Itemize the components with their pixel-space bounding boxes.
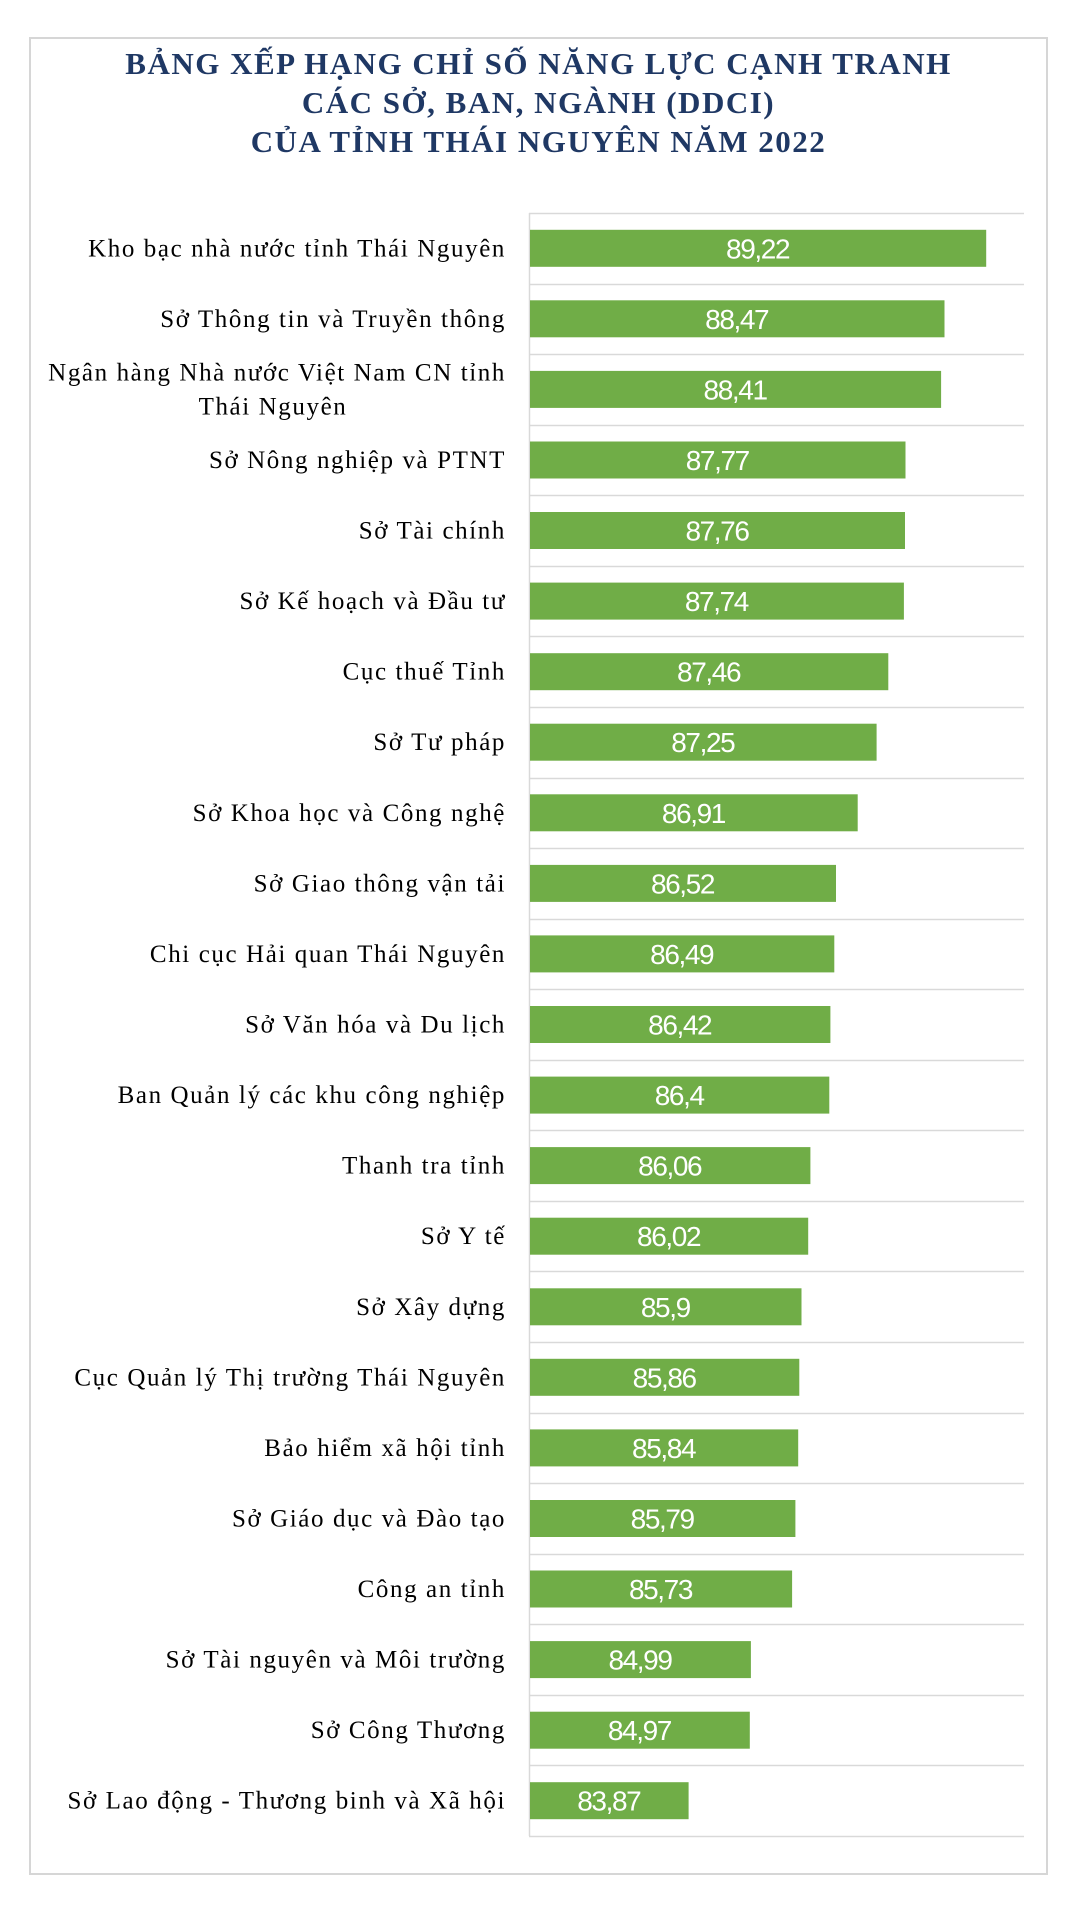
data-label: 84,99: [608, 1645, 672, 1676]
bar: [530, 864, 836, 902]
bar: [530, 1147, 811, 1185]
category-tick-label: Cục thuế Tỉnh: [343, 659, 506, 686]
category-tick-label: Sở Giáo dục và Đào tạo: [232, 1506, 506, 1533]
data-label: 87,77: [686, 445, 750, 476]
category-tick-label: Sở Công Thương: [311, 1717, 506, 1744]
category-tick-label: Sở Tài nguyên và Môi trường: [166, 1647, 506, 1674]
category-tick-label: Thanh tra tỉnh: [342, 1153, 506, 1180]
category-tick-label: Chi cục Hải quan Thái Nguyên: [150, 941, 506, 968]
bar: [530, 1006, 831, 1043]
bar: [530, 653, 889, 691]
category-tick-label: Sở Thông tin và Truyền thông: [160, 306, 506, 333]
chart-title-line-3: CỦA TỈNH THÁI NGUYÊN NĂM 2022: [250, 124, 827, 159]
category-tick-label: Sở Giao thông vận tải: [254, 870, 506, 897]
bar: [530, 1782, 689, 1820]
data-label: 89,22: [726, 233, 790, 264]
bar: [530, 1429, 799, 1467]
category-tick-label: Sở Tài chính: [359, 518, 506, 545]
bar: [530, 1288, 802, 1326]
category-tick-label: Cục Quản lý Thị trường Thái Nguyên: [74, 1364, 506, 1391]
bar: [530, 1358, 800, 1396]
category-tick-label: Sở Nông nghiệp và PTNT: [209, 447, 506, 474]
category-tick-label: Bảo hiểm xã hội tỉnh: [264, 1435, 506, 1462]
data-label: 85,9: [641, 1292, 691, 1323]
bar: [530, 300, 945, 338]
data-label: 85,73: [629, 1574, 693, 1605]
bar: [530, 582, 904, 620]
category-tick-label: Công an tỉnh: [358, 1576, 506, 1603]
category-tick-label: Ban Quản lý các khu công nghiệp: [118, 1082, 506, 1109]
data-label: 86,06: [638, 1151, 702, 1182]
bar: [530, 370, 942, 408]
category-tick-label: Sở Khoa học và Công nghệ: [193, 800, 506, 827]
chart-title-line-1: BẢNG XẾP HẠNG CHỈ SỐ NĂNG LỰC CẠNH TRANH: [125, 46, 952, 81]
data-label: 85,84: [632, 1433, 696, 1464]
data-label: 88,41: [704, 374, 768, 405]
category-tick-label: Sở Xây dựng: [356, 1294, 506, 1321]
chart-title-line-2: CÁC SỞ, BAN, NGÀNH (DDCI): [301, 85, 776, 120]
category-tick-label: Sở Văn hóa và Du lịch: [245, 1012, 506, 1039]
data-label: 87,74: [685, 586, 749, 617]
data-label: 87,46: [677, 657, 741, 688]
bar: [530, 229, 987, 267]
category-tick-label: Sở Kế hoạch và Đầu tư: [239, 588, 506, 615]
data-label: 86,52: [651, 868, 715, 899]
data-label: 83,87: [577, 1786, 641, 1817]
data-label: 87,76: [685, 516, 749, 547]
category-tick-label: Kho bạc nhà nước tỉnh Thái Nguyên: [88, 235, 506, 262]
category-tick-label: Sở Lao động - Thương binh và Xã hội: [67, 1788, 506, 1815]
bar: [530, 1217, 809, 1255]
bar: [530, 512, 905, 549]
data-label: 85,79: [631, 1504, 695, 1535]
bar: [530, 1641, 751, 1679]
data-label: 87,25: [671, 727, 735, 758]
bar: [530, 935, 835, 973]
data-label: 84,97: [608, 1715, 672, 1746]
data-label: 85,86: [633, 1362, 697, 1393]
bar: [530, 441, 906, 479]
category-tick-label: Sở Y tế: [421, 1223, 506, 1250]
bar: [530, 723, 877, 761]
category-tick-label: Sở Tư pháp: [373, 729, 506, 756]
chart-title: BẢNG XẾP HẠNG CHỈ SỐ NĂNG LỰC CẠNH TRANH…: [29, 44, 1048, 161]
bar: [530, 1076, 830, 1114]
bar: [530, 794, 858, 832]
data-label: 86,49: [650, 939, 714, 970]
data-label: 86,4: [655, 1080, 705, 1111]
data-label: 86,02: [637, 1221, 701, 1252]
data-label: 86,91: [662, 798, 726, 829]
bar: [530, 1500, 796, 1537]
bar: [530, 1570, 793, 1608]
bar: [530, 1711, 750, 1749]
data-label: 88,47: [705, 304, 769, 335]
category-tick-label: Ngân hàng Nhà nước Việt Nam CN tỉnh: [48, 359, 506, 386]
category-tick-label: Thái Nguyên: [199, 393, 348, 420]
data-label: 86,42: [648, 1010, 712, 1041]
